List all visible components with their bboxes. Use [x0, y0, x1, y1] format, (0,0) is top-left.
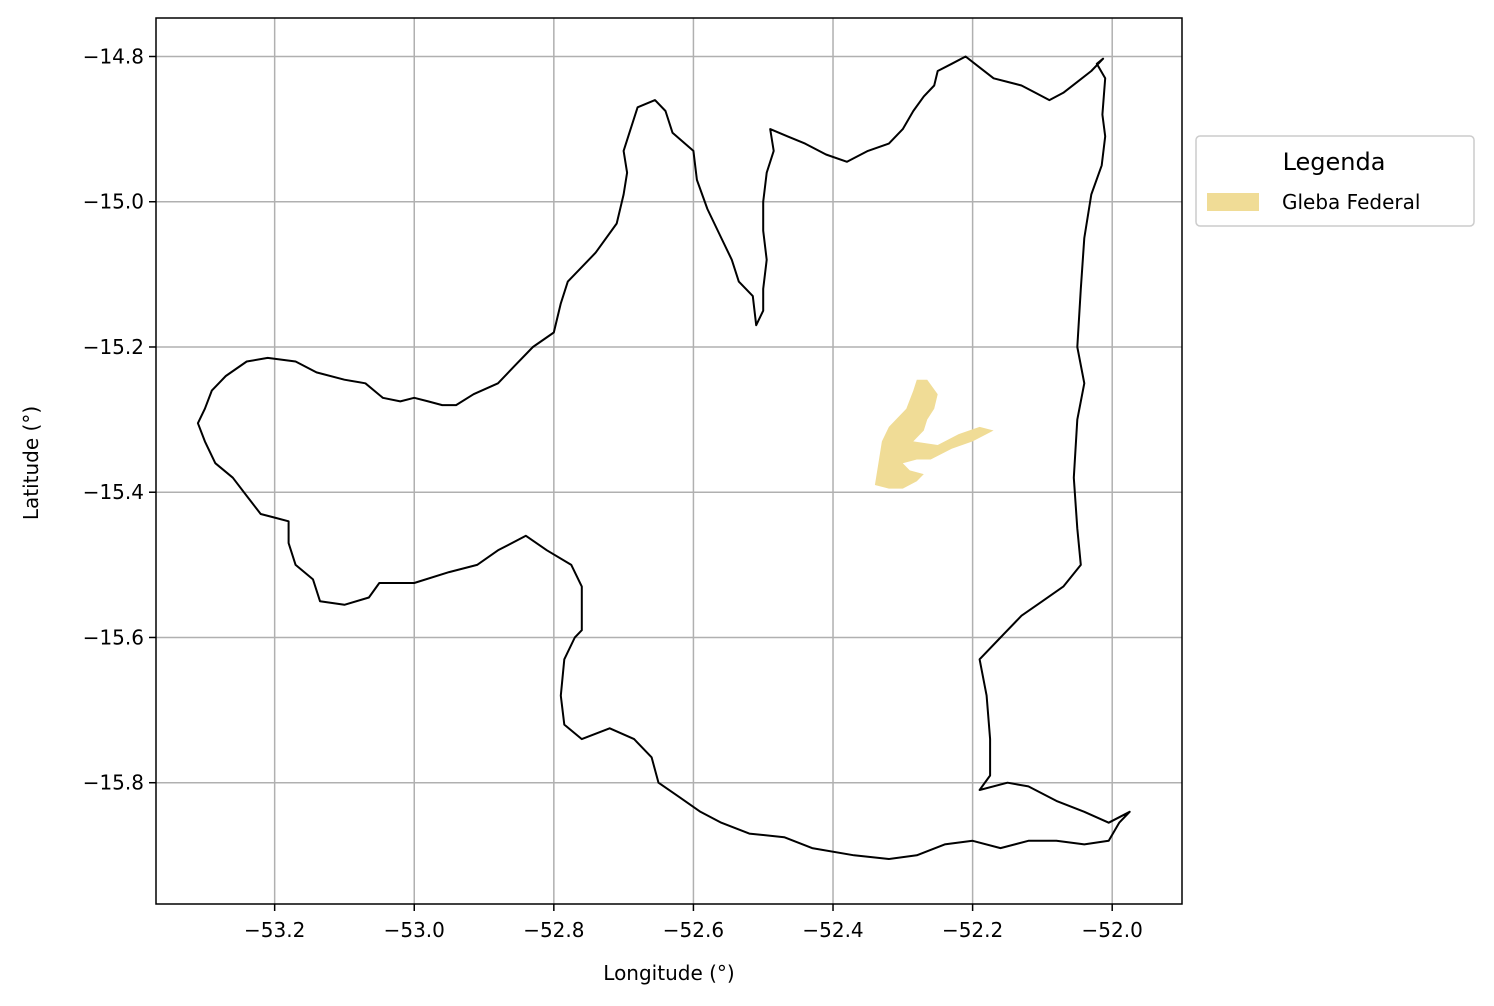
y-tick-label: −15.0 [83, 190, 144, 214]
x-tick-label: −52.6 [663, 918, 724, 942]
y-tick-label: −15.2 [83, 335, 144, 359]
feature-layer [196, 55, 1131, 860]
y-axis-label: Latitude (°) [19, 406, 43, 520]
municipality-boundary [196, 55, 1131, 860]
x-tick-label: −52.8 [523, 918, 584, 942]
legend-swatch-gleba-federal [1207, 193, 1259, 211]
legend: Legenda Gleba Federal [1195, 135, 1475, 227]
x-tick-label: −52.4 [802, 918, 863, 942]
y-tick-label: −15.6 [83, 625, 144, 649]
x-tick-label: −52.0 [1082, 918, 1143, 942]
plot-frame [155, 17, 1183, 905]
grid-layer [156, 18, 1182, 904]
legend-box [1195, 135, 1475, 227]
y-tick-label: −15.8 [83, 771, 144, 795]
x-axis-label: Longitude (°) [603, 961, 734, 985]
legend-title: Legenda [1283, 148, 1386, 176]
gleba-federal-area [874, 379, 994, 489]
y-tick-label: −15.4 [83, 480, 144, 504]
tick-layer: −53.2 −53.0 −52.8 −52.6 −52.4 −52.2 −52.0 −14.8… [83, 44, 1143, 942]
x-tick-label: −53.0 [384, 918, 445, 942]
legend-label-gleba-federal: Gleba Federal [1282, 190, 1420, 214]
y-tick-label: −14.8 [83, 44, 144, 68]
x-tick-label: −53.2 [244, 918, 305, 942]
x-tick-label: −52.2 [942, 918, 1003, 942]
